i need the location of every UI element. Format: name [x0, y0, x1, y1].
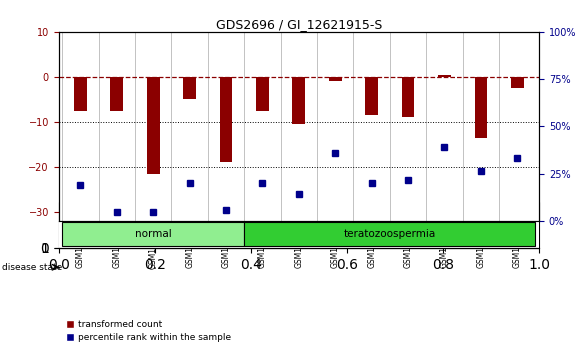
- Bar: [183, 77, 196, 99]
- Bar: [62, 222, 244, 246]
- Bar: [292, 77, 305, 124]
- Bar: [244, 222, 536, 246]
- Text: teratozoospermia: teratozoospermia: [344, 229, 436, 239]
- Bar: [511, 77, 524, 88]
- Bar: [401, 77, 414, 117]
- Bar: [329, 77, 342, 81]
- Bar: [74, 77, 87, 110]
- Text: normal: normal: [135, 229, 172, 239]
- Bar: [111, 77, 123, 110]
- Title: GDS2696 / GI_12621915-S: GDS2696 / GI_12621915-S: [216, 18, 382, 31]
- Bar: [220, 77, 233, 162]
- Bar: [256, 77, 269, 110]
- Bar: [438, 75, 451, 77]
- Text: disease state: disease state: [2, 263, 62, 272]
- Bar: [365, 77, 378, 115]
- Bar: [147, 77, 159, 173]
- Bar: [475, 77, 487, 138]
- Legend: transformed count, percentile rank within the sample: transformed count, percentile rank withi…: [63, 316, 235, 346]
